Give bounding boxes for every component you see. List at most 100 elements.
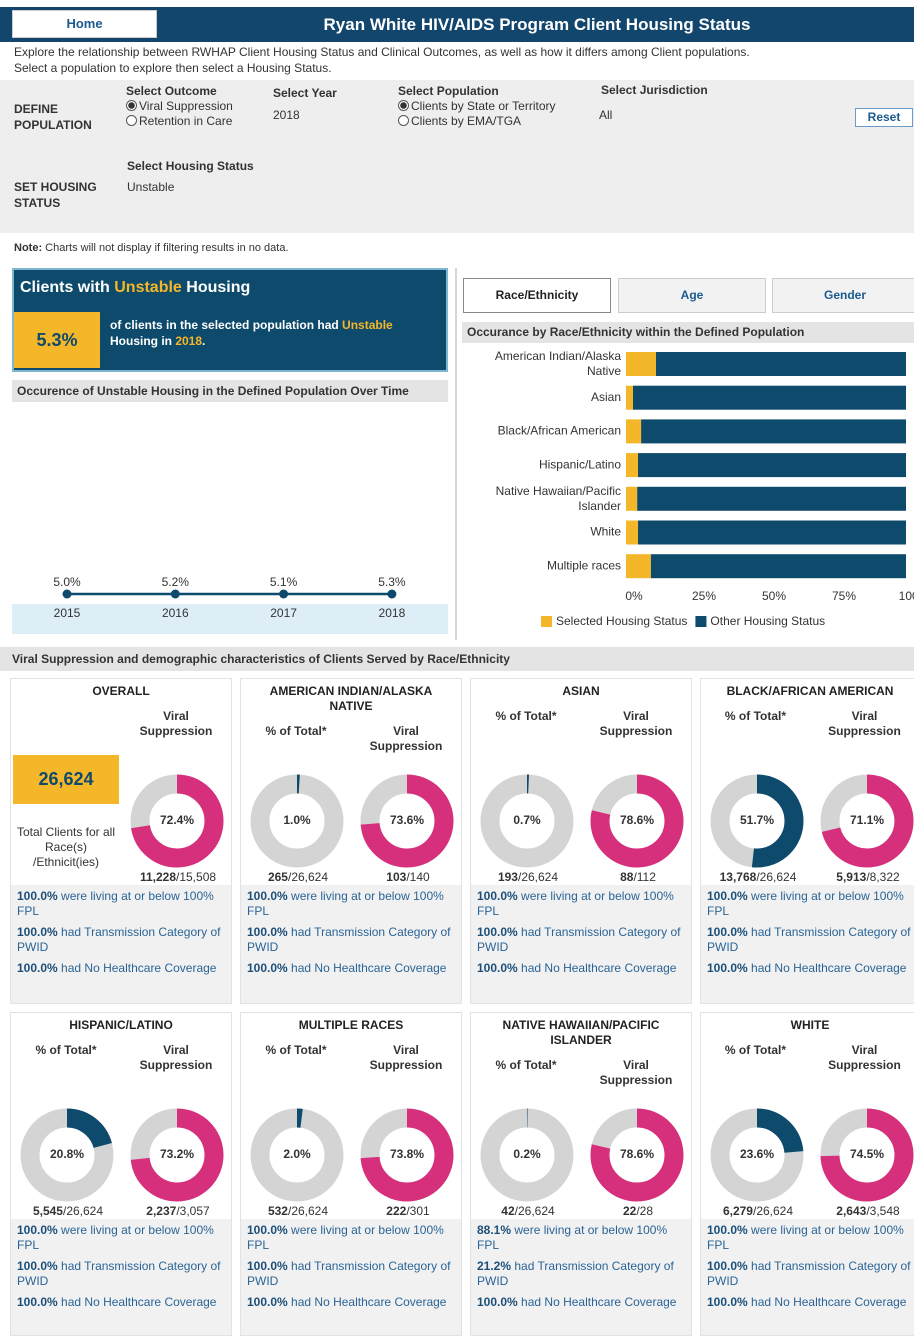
stat: 100.0% had No Healthcare Coverage: [477, 961, 685, 976]
col-label: % of Total*: [495, 1058, 557, 1072]
count-total: /112: [633, 870, 656, 884]
radio-option[interactable]: Clients by EMA/TGA: [398, 114, 521, 128]
card-header: WHITE% of Total* Viral Suppression: [701, 1013, 914, 1073]
card-header: AMERICAN INDIAN/ALASKA NATIVE % of Total*…: [241, 679, 461, 754]
radio-button[interactable]: [126, 115, 137, 126]
radio-button[interactable]: [398, 100, 409, 111]
count-total: /26,624: [514, 1204, 555, 1218]
reset-button[interactable]: Reset: [855, 108, 913, 127]
count-total: /26,624: [287, 870, 329, 884]
stat-value: 100.0%: [17, 961, 58, 975]
radio-button[interactable]: [126, 100, 137, 111]
stat: 100.0% had No Healthcare Coverage: [707, 1295, 913, 1310]
card-name: ASIAN: [562, 684, 600, 698]
stat: 100.0% were living at or below 100% FPL: [477, 889, 685, 919]
filter-label: Select Jurisdiction: [601, 83, 708, 97]
card: NATIVE HAWAIIAN/PACIFIC ISLANDER % of Tot…: [470, 1012, 692, 1336]
stat-text: were living at or below 100% FPL: [707, 889, 904, 918]
stat-text: had Transmission Category of PWID: [707, 1259, 911, 1288]
stat-text: were living at or below 100% FPL: [247, 889, 444, 918]
stat-text: had Transmission Category of PWID: [17, 1259, 221, 1288]
bar-segment: [650, 554, 906, 579]
stat-value: 100.0%: [17, 1259, 58, 1273]
card-name: AMERICAN INDIAN/ALASKA NATIVE: [269, 684, 433, 713]
radio-option[interactable]: Retention in Care: [126, 114, 232, 128]
stat-value: 21.2%: [477, 1259, 512, 1273]
radio-button[interactable]: [398, 115, 409, 126]
stat-text: were living at or below 100% FPL: [477, 889, 674, 918]
tab[interactable]: Gender: [772, 278, 914, 313]
count: 13,768: [719, 870, 757, 884]
count: 42: [501, 1204, 515, 1218]
count-label: 532/26,624: [243, 1204, 353, 1218]
count-label: 6,279/26,624: [703, 1204, 813, 1218]
summary-title-part: Clients with: [20, 279, 115, 296]
home-button[interactable]: Home: [12, 10, 157, 38]
card-name: BLACK/AFRICAN AMERICAN: [726, 684, 894, 698]
tab[interactable]: Age: [618, 278, 766, 313]
col-label: [11, 709, 121, 739]
stat: 100.0% had Transmission Category of PWID: [17, 925, 225, 955]
filter-label: Select Year: [273, 86, 337, 100]
card-header: ASIAN % of Total* Viral Suppression: [471, 679, 691, 739]
chart-title: Occurance by Race/Ethnicity within the D…: [462, 322, 914, 343]
stat: 100.0% had No Healthcare Coverage: [17, 1295, 225, 1310]
stat-text: had No Healthcare Coverage: [291, 961, 447, 975]
stat: 88.1% were living at or below 100% FPL: [477, 1223, 685, 1253]
count-total: /26,624: [287, 1204, 329, 1218]
stat-value: 100.0%: [477, 925, 518, 939]
stat-text: were living at or below 100% FPL: [707, 1223, 904, 1252]
x-tick-label: 0%: [625, 589, 643, 603]
col-label: % of Total*: [495, 709, 557, 723]
data-label: 5.1%: [270, 575, 298, 589]
bar-segment: [638, 520, 906, 545]
col-label: Viral Suppression: [828, 709, 901, 738]
section-title: Viral Suppression and demographic charac…: [0, 647, 914, 671]
stat-text: had No Healthcare Coverage: [61, 961, 217, 975]
define-label: DEFINE POPULATION: [14, 102, 92, 132]
stat: 100.0% were living at or below 100% FPL: [17, 1223, 225, 1253]
count: 222: [386, 1204, 407, 1218]
bar-segment: [638, 453, 906, 478]
card-name: OVERALL: [92, 684, 150, 698]
tab[interactable]: Race/Ethnicity: [463, 278, 611, 313]
point: [170, 589, 180, 599]
stat-value: 100.0%: [707, 1223, 748, 1237]
radio-option[interactable]: Clients by State or Territory: [398, 99, 556, 113]
radio-option[interactable]: Viral Suppression: [126, 99, 233, 113]
col-label: Viral Suppression: [369, 1043, 443, 1072]
stat-value: 100.0%: [17, 1295, 58, 1309]
summary-text-part: .: [202, 334, 206, 348]
card-stats: 100.0% were living at or below 100% FPL 1…: [241, 1219, 461, 1335]
summary-text-part: Housing in: [110, 334, 176, 348]
col-label: % of Total*: [265, 1043, 327, 1057]
card-stats: 100.0% were living at or below 100% FPL 1…: [11, 885, 231, 1003]
card-header: HISPANIC/LATINO % of Total* Viral Suppress…: [11, 1013, 231, 1073]
stat-text: had No Healthcare Coverage: [521, 1295, 677, 1309]
card-col-labels: Viral Suppression: [11, 709, 231, 739]
count-total: /301: [406, 1204, 430, 1218]
summary-text-part: 2018: [175, 334, 203, 348]
count: 22: [622, 1204, 637, 1218]
col-label: % of Total*: [35, 1043, 97, 1057]
count-total: /15,508: [176, 870, 217, 884]
count-label: 22/28: [583, 1204, 691, 1218]
col-label: % of Total*: [265, 724, 327, 738]
count-label: 193/26,624: [473, 870, 583, 884]
count-total: /3,057: [176, 1204, 210, 1218]
summary-text-part: of clients in the selected population ha…: [110, 318, 343, 332]
note-text: Charts will not display if filtering res…: [45, 242, 289, 254]
count-label: 2,237/3,057: [123, 1204, 231, 1218]
x-axis-band: [12, 604, 448, 634]
col-label: Viral Suppression: [139, 709, 213, 738]
stat-value: 88.1%: [477, 1223, 512, 1237]
stat: 100.0% were living at or below 100% FPL: [17, 889, 225, 919]
count: 2,643: [836, 1204, 867, 1218]
radio-label: Viral Suppression: [139, 99, 233, 113]
stat-value: 100.0%: [477, 889, 518, 903]
count: 103: [386, 870, 407, 884]
count-label: 11,228/15,508: [123, 870, 231, 884]
card-name: NATIVE HAWAIIAN/PACIFIC ISLANDER: [502, 1018, 660, 1047]
stat-value: 100.0%: [707, 1295, 748, 1309]
y-tick-label: American Indian/Alaska Native: [495, 349, 621, 378]
